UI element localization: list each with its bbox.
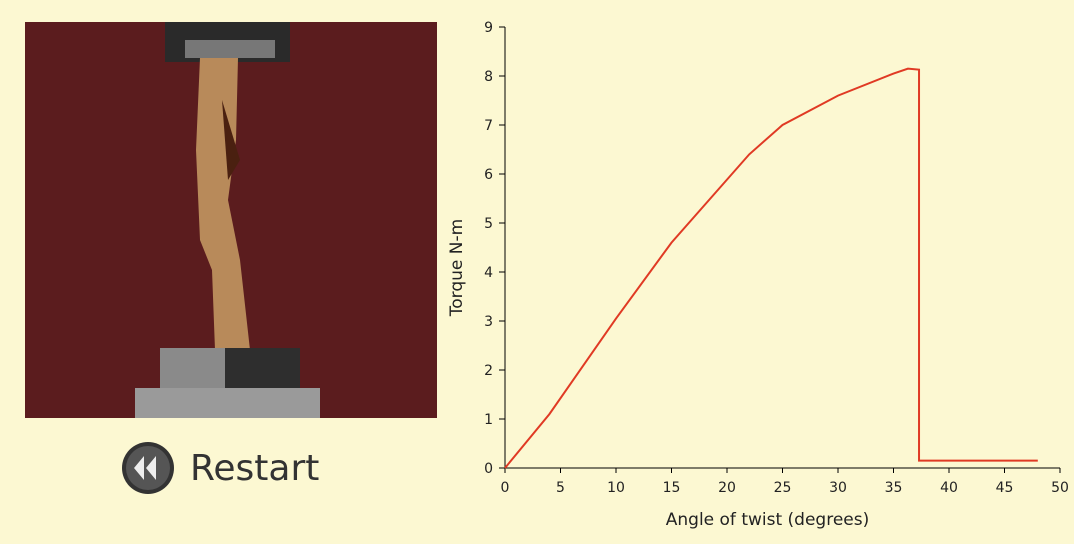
- x-tick-label: 50: [1051, 480, 1069, 496]
- x-tick-label: 5: [556, 480, 565, 496]
- y-tick-label: 7: [484, 118, 493, 134]
- x-tick-label: 30: [829, 480, 847, 496]
- x-tick-label: 20: [718, 480, 736, 496]
- restart-icon: [122, 442, 174, 494]
- x-tick-label: 10: [607, 480, 625, 496]
- y-tick-label: 8: [484, 69, 493, 85]
- data-line: [504, 67, 1038, 469]
- y-tick-label: 0: [484, 461, 493, 477]
- x-tick-label: 45: [996, 480, 1014, 496]
- restart-label: Restart: [190, 447, 320, 489]
- x-axis-label: Angle of twist (degrees): [666, 510, 870, 530]
- y-tick-label: 6: [484, 167, 493, 183]
- y-tick-label: 1: [484, 412, 493, 428]
- x-tick-label: 0: [501, 480, 510, 496]
- x-tick-label: 25: [774, 480, 792, 496]
- y-tick-label: 3: [484, 314, 493, 330]
- restart-button[interactable]: Restart: [120, 440, 350, 496]
- x-tick-label: 35: [885, 480, 903, 496]
- x-tick-label: 15: [663, 480, 681, 496]
- y-tick-label: 9: [484, 20, 493, 36]
- video-frame: [25, 22, 437, 418]
- y-tick-label: 4: [484, 265, 493, 281]
- y-tick-label: 5: [484, 216, 493, 232]
- x-tick-label: 40: [940, 480, 958, 496]
- y-axis-label: Torque N-m: [447, 219, 467, 317]
- y-tick-label: 2: [484, 363, 493, 379]
